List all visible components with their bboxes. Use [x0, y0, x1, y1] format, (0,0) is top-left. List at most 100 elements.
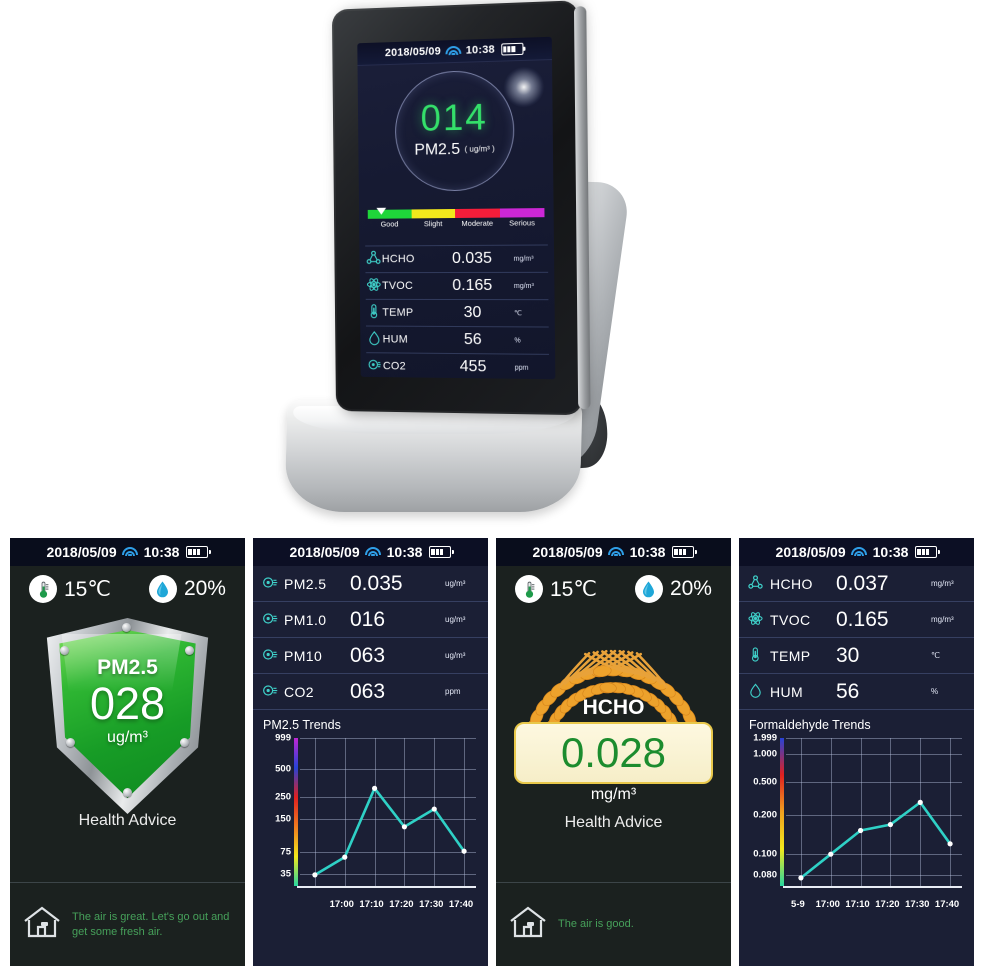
quality-segment-label: Slight — [423, 219, 443, 229]
humidity-reading: 20% — [148, 575, 226, 603]
gridline-horizontal — [300, 851, 476, 853]
wifi-icon — [365, 547, 382, 557]
pm25-gauge: 014 PM2.5 ( ug/m³ ) — [358, 60, 554, 202]
particle-icon — [262, 683, 284, 701]
atom-icon — [366, 277, 383, 295]
humidity-value: 20% — [669, 577, 712, 600]
reading-unit: ug/m³ — [445, 579, 466, 588]
hcho-label: HCHO — [582, 696, 645, 719]
shield-screw-icon — [121, 623, 131, 632]
health-advice-text: The air is good. — [558, 918, 634, 930]
pm25-trends-chart: 999 500 250 150 75 35 17:00 17:10 17:20 17:30 17:4… — [261, 733, 480, 914]
reading-value: 30 — [463, 304, 482, 322]
house-icon — [22, 905, 62, 944]
x-axis-tick-label: 17:40 — [934, 899, 960, 910]
reading-row: HCHO 0.035 mg/m³ — [365, 244, 549, 273]
particle-icon — [262, 647, 284, 665]
wifi-icon — [122, 547, 139, 557]
hcho-value-box: 0.028 — [514, 722, 713, 784]
reading-row: HUM 56% — [366, 325, 549, 354]
reading-value: 56 — [836, 679, 860, 703]
reading-name: TEMP — [770, 647, 811, 664]
x-axis-tick-label: 17:10 — [845, 899, 870, 910]
reading-name: HCHO — [381, 253, 415, 266]
shield-screw-icon — [59, 646, 69, 655]
plot-area — [297, 738, 476, 886]
thermometer-icon — [29, 575, 57, 603]
quality-segment-label: Serious — [509, 218, 535, 228]
status-date: 2018/05/09 — [775, 544, 846, 560]
pm25-value: 014 — [420, 96, 489, 139]
molecule-icon — [365, 250, 382, 268]
chart-title: PM2.5 Trends — [263, 718, 341, 732]
reading-unit: ℃ — [931, 651, 940, 660]
quality-segment — [411, 209, 456, 219]
reading-name: PM2.5 — [284, 575, 327, 592]
reading-unit: % — [514, 336, 521, 345]
status-date: 2018/05/09 — [384, 45, 441, 60]
status-bar: 2018/05/09 10:38 — [496, 538, 731, 566]
reading-name: HUM — [770, 683, 804, 700]
reading-name: PM1.0 — [284, 611, 327, 628]
device-readings-table: HCHO 0.035 mg/m³ TVOC 0.165 mg/m³ TEMP 30 ℃ HUM 56… — [359, 244, 555, 380]
x-axis-tick-label: 17:40 — [448, 899, 474, 910]
shield-metric-label: PM2.5 — [97, 656, 158, 679]
quality-segment — [455, 208, 500, 218]
plot-area — [783, 738, 962, 886]
wifi-icon — [851, 547, 868, 557]
y-axis-tick-label: 1.999 — [753, 732, 777, 744]
hcho-graphic: HCHO 0.028 mg/m³ Health Advice — [496, 612, 731, 862]
reading-value: 30 — [836, 643, 860, 667]
device-screen-bezel: 2018/05/09 10:38 014 PM2.5 ( ug/m³ ) Goo… — [331, 0, 591, 416]
reading-unit: mg/m³ — [513, 282, 534, 290]
battery-icon — [429, 546, 454, 558]
battery-icon — [672, 546, 697, 558]
x-axis-tick-label: 17:10 — [359, 899, 384, 910]
battery-icon — [500, 42, 524, 56]
shield-screw-icon — [184, 646, 194, 655]
shield-metric-value: 028 — [89, 678, 166, 729]
gridline-horizontal — [786, 814, 962, 816]
status-time: 10:38 — [629, 544, 666, 560]
y-axis-tick-label: 0.200 — [753, 809, 777, 821]
gridline-horizontal — [300, 738, 476, 739]
screen-panel-gas-readings: 2018/05/09 10:38 HCHO 0.037 mg/m³ TVOC 0.165… — [739, 538, 974, 966]
reading-row: TVOC 0.165 mg/m³ — [739, 602, 974, 638]
quality-segment-label: Moderate — [461, 218, 494, 228]
droplet-icon — [366, 330, 383, 348]
reading-unit: mg/m³ — [931, 615, 954, 624]
wifi-icon — [445, 45, 462, 56]
reading-unit: ℃ — [514, 310, 523, 318]
y-axis-tick-label: 0.100 — [753, 848, 777, 860]
gridline-vertical — [950, 738, 952, 886]
temperature-reading: 15℃ — [29, 575, 111, 603]
reading-name: HUM — [382, 333, 409, 346]
status-time: 10:38 — [465, 43, 495, 57]
reading-value: 455 — [459, 358, 487, 376]
health-advice-title: Health Advice — [78, 812, 177, 829]
x-axis-tick-label: 17:20 — [389, 899, 414, 910]
shield-badge: PM2.5 028 ug/m³ — [44, 618, 212, 814]
health-advice-box: The air is great. Let's go out and get s… — [10, 882, 245, 966]
temp-humidity-row: 15℃ 20% — [496, 566, 731, 612]
reading-row: HCHO 0.037 mg/m³ — [739, 566, 974, 602]
gridline-horizontal — [300, 874, 476, 876]
x-axis-tick-label: 17:00 — [329, 899, 354, 910]
reading-value: 0.035 — [350, 571, 403, 595]
status-date: 2018/05/09 — [46, 544, 117, 560]
axis-color-gradient — [294, 738, 298, 886]
status-date: 2018/05/09 — [532, 544, 603, 560]
gridline-horizontal — [786, 753, 962, 755]
hcho-unit: mg/m³ — [590, 786, 637, 803]
axis-color-gradient — [780, 738, 784, 886]
status-date: 2018/05/09 — [289, 544, 360, 560]
reading-unit: mg/m³ — [513, 255, 534, 263]
gridline-horizontal — [300, 819, 476, 821]
gridline-horizontal — [300, 769, 476, 771]
reading-row: HUM 56% — [739, 674, 974, 710]
battery-icon — [186, 546, 211, 558]
thermometer-icon — [366, 304, 383, 322]
reading-value: 56 — [463, 331, 482, 349]
y-axis-tick-label: 500 — [275, 763, 291, 775]
reading-value: 0.035 — [451, 249, 493, 268]
